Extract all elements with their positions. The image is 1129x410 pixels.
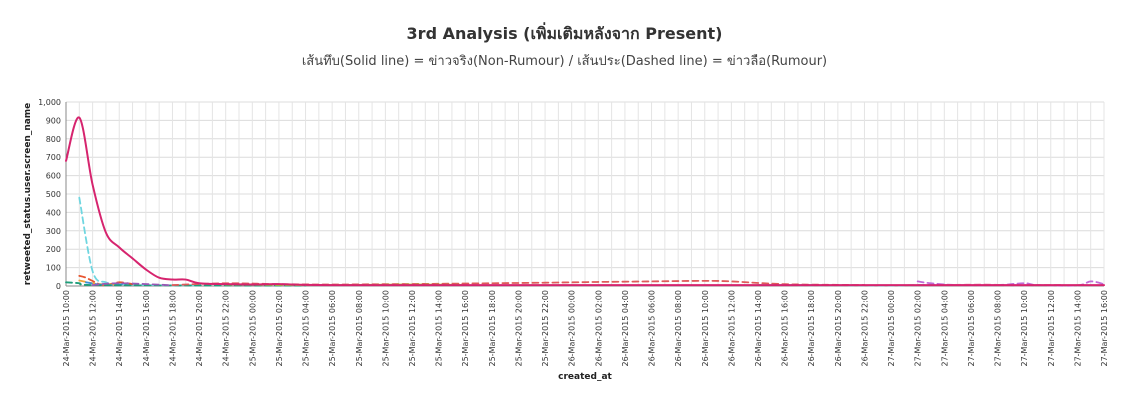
x-tick-label: 26-Mar-2015 20:00	[834, 290, 843, 367]
x-tick-label: 25-Mar-2015 02:00	[275, 290, 284, 367]
y-tick-label: 900	[46, 116, 61, 125]
y-tick-label: 400	[46, 208, 61, 217]
x-tick-label: 27-Mar-2015 12:00	[1047, 290, 1056, 367]
y-tick-label: 600	[46, 172, 61, 181]
x-tick-label: 27-Mar-2015 06:00	[967, 290, 976, 367]
x-tick-label: 26-Mar-2015 16:00	[781, 290, 790, 367]
x-tick-label: 25-Mar-2015 04:00	[302, 290, 311, 367]
x-tick-label: 25-Mar-2015 14:00	[435, 290, 444, 367]
x-tick-label: 24-Mar-2015 18:00	[168, 290, 177, 367]
x-tick-label: 27-Mar-2015 00:00	[887, 290, 896, 367]
x-tick-label: 27-Mar-2015 02:00	[914, 290, 923, 367]
series-line-1	[65, 116, 1105, 287]
x-tick-label: 25-Mar-2015 18:00	[488, 290, 497, 367]
x-tick-label: 25-Mar-2015 08:00	[355, 290, 364, 367]
x-tick-label: 27-Mar-2015 10:00	[1020, 290, 1029, 367]
y-tick-label: 800	[46, 135, 61, 144]
y-tick-label: 500	[46, 190, 61, 199]
chart-title: 3rd Analysis (เพิ่มเติมหลังจาก Present)	[406, 24, 723, 43]
y-tick-label: 300	[46, 227, 61, 236]
x-tick-label: 26-Mar-2015 06:00	[648, 290, 657, 367]
x-tick-label: 26-Mar-2015 02:00	[594, 290, 603, 367]
x-tick-label: 26-Mar-2015 04:00	[621, 290, 630, 367]
x-tick-label: 27-Mar-2015 08:00	[994, 290, 1003, 367]
x-tick-label: 24-Mar-2015 22:00	[222, 290, 231, 367]
x-tick-label: 27-Mar-2015 04:00	[940, 290, 949, 367]
x-tick-label: 26-Mar-2015 00:00	[568, 290, 577, 367]
x-tick-label: 26-Mar-2015 18:00	[807, 290, 816, 367]
x-tick-label: 27-Mar-2015 14:00	[1073, 290, 1082, 367]
y-tick-label: 200	[46, 245, 61, 254]
x-tick-label: 26-Mar-2015 22:00	[860, 290, 869, 367]
chart-subtitle: เส้นทึบ(Solid line) = ข่าวจริง(Non-Rumou…	[301, 54, 828, 69]
x-axis-label: created_at	[558, 372, 612, 382]
x-tick-label: 25-Mar-2015 00:00	[248, 290, 257, 367]
y-tick-label: 1,000	[38, 98, 61, 107]
x-tick-label: 24-Mar-2015 10:00	[62, 290, 71, 367]
y-tick-label: 700	[46, 153, 61, 162]
y-tick-label: 100	[46, 264, 61, 273]
x-tick-label: 26-Mar-2015 12:00	[727, 290, 736, 367]
series-line-2	[78, 196, 200, 287]
x-tick-label: 25-Mar-2015 10:00	[381, 290, 390, 367]
series-line-11	[916, 280, 1105, 287]
x-tick-label: 27-Mar-2015 16:00	[1100, 290, 1109, 367]
x-tick-label: 24-Mar-2015 12:00	[89, 290, 98, 367]
x-tick-label: 25-Mar-2015 06:00	[328, 290, 337, 367]
y-tick-label: 0	[56, 282, 61, 291]
x-tick-label: 25-Mar-2015 12:00	[408, 290, 417, 367]
x-tick-label: 25-Mar-2015 22:00	[541, 290, 550, 367]
x-tick-label: 25-Mar-2015 16:00	[461, 290, 470, 367]
x-tick-label: 26-Mar-2015 08:00	[674, 290, 683, 367]
x-tick-label: 24-Mar-2015 20:00	[195, 290, 204, 367]
x-tick-label: 24-Mar-2015 16:00	[142, 290, 151, 367]
y-axis-label: retweeted_status.user.screen_name	[23, 103, 33, 286]
x-tick-label: 26-Mar-2015 10:00	[701, 290, 710, 367]
x-tick-label: 24-Mar-2015 14:00	[115, 290, 124, 367]
x-tick-label: 25-Mar-2015 20:00	[514, 290, 523, 367]
series-line-7	[91, 282, 174, 287]
x-tick-label: 26-Mar-2015 14:00	[754, 290, 763, 367]
